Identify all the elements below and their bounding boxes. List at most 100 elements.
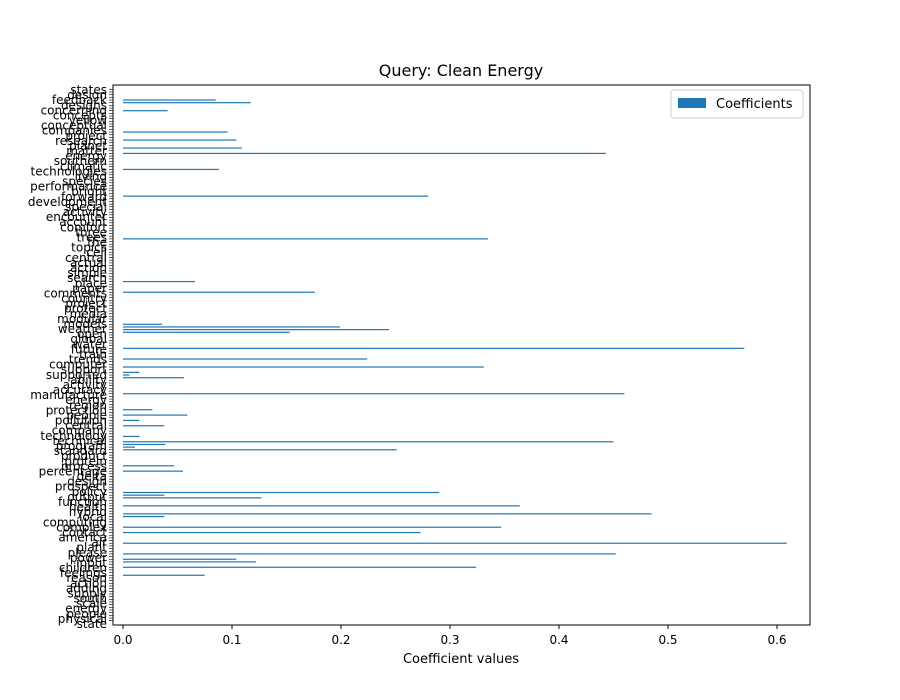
y-tick-label: designs bbox=[61, 98, 107, 112]
y-tick-label: process bbox=[61, 459, 107, 473]
y-tick-label: simple bbox=[67, 266, 107, 280]
y-tick-label: trends bbox=[69, 353, 107, 367]
y-tick-label: delta bbox=[77, 470, 107, 484]
y-tick-label: living bbox=[75, 169, 107, 183]
y-tick-label: people bbox=[66, 408, 107, 422]
y-tick-label: activity bbox=[63, 378, 107, 392]
y-tick-label: weather bbox=[58, 322, 107, 336]
y-tick-label: climatic bbox=[60, 159, 107, 173]
bar bbox=[123, 152, 606, 155]
y-tick-label: protect bbox=[64, 302, 107, 316]
bar bbox=[123, 326, 340, 328]
y-tick-label: action bbox=[70, 576, 107, 590]
bar bbox=[123, 566, 477, 568]
y-tick-label: concerning bbox=[41, 103, 107, 117]
x-tick-label: 0.1 bbox=[222, 633, 241, 647]
y-tick-label: actual bbox=[70, 256, 107, 270]
bar bbox=[123, 497, 262, 499]
bar bbox=[123, 195, 429, 197]
y-tick-label: place bbox=[75, 276, 107, 290]
bar bbox=[123, 425, 165, 427]
y-tick-label: function bbox=[58, 495, 107, 509]
y-tick-label: design bbox=[67, 88, 107, 102]
y-tick-label: standard bbox=[54, 444, 107, 458]
y-tick-label: accuracy bbox=[53, 383, 107, 397]
y-tick-label: southern bbox=[54, 154, 107, 168]
y-tick-label: water bbox=[73, 337, 107, 351]
y-tick-label: the bbox=[87, 236, 107, 250]
bar bbox=[123, 526, 502, 528]
bar bbox=[123, 449, 397, 451]
x-tick-label: 0.3 bbox=[440, 633, 459, 647]
x-axis-label: Coefficient values bbox=[403, 652, 519, 667]
y-tick-label: three bbox=[75, 225, 107, 239]
bar bbox=[123, 291, 315, 293]
y-tick-label: america bbox=[58, 531, 107, 545]
bar bbox=[123, 513, 652, 515]
bar bbox=[123, 347, 745, 349]
y-tick-label: ability bbox=[70, 373, 107, 387]
bar bbox=[123, 561, 256, 563]
y-tick-label: south bbox=[73, 592, 107, 606]
y-tick-labels: statesdesignfeedbackdesignsconcerningcon… bbox=[28, 83, 113, 631]
y-tick-label: encounter bbox=[46, 210, 107, 224]
y-tick-label: account bbox=[59, 215, 107, 229]
y-tick-label: comfort bbox=[60, 220, 107, 234]
bar bbox=[123, 435, 140, 438]
y-tick-label: states bbox=[70, 83, 107, 97]
y-tick-label: input bbox=[76, 556, 107, 570]
y-tick-label: output bbox=[67, 490, 107, 504]
y-tick-label: pollution bbox=[55, 414, 107, 428]
y-tick-label: region bbox=[69, 398, 107, 412]
x-tick-label: 0.0 bbox=[113, 633, 132, 647]
y-tick-label: central bbox=[65, 419, 107, 433]
y-tick-label: local bbox=[79, 510, 107, 524]
bar bbox=[123, 558, 237, 560]
y-tick-label: protein bbox=[64, 454, 107, 468]
y-tick-label: hybrid bbox=[69, 505, 107, 519]
bar bbox=[123, 419, 140, 422]
y-tick-label: research bbox=[55, 134, 107, 148]
bar bbox=[123, 465, 175, 467]
y-tick-label: company bbox=[52, 424, 107, 438]
legend-frame bbox=[670, 89, 804, 119]
y-tick-label: feedback bbox=[52, 93, 107, 107]
bar bbox=[123, 371, 140, 373]
y-tick-label: trees bbox=[77, 230, 107, 244]
bar bbox=[123, 443, 166, 446]
y-tick-label: reason bbox=[66, 571, 107, 585]
bar bbox=[123, 441, 614, 443]
y-tick-label: topics bbox=[71, 241, 107, 255]
x-tick-label: 0.2 bbox=[331, 633, 350, 647]
y-tick-label: physical bbox=[58, 612, 107, 626]
bar bbox=[123, 374, 130, 376]
y-tick-label: plant bbox=[76, 541, 107, 555]
y-tick-label: development bbox=[28, 195, 107, 209]
y-tick-label: protection bbox=[46, 403, 107, 417]
y-tick-label: health bbox=[69, 500, 107, 514]
y-tick-label: feelings bbox=[60, 566, 107, 580]
bar bbox=[123, 99, 216, 101]
bar bbox=[123, 414, 188, 416]
y-tick-label: activity bbox=[63, 205, 107, 219]
y-tick-label: support bbox=[61, 363, 107, 377]
bar bbox=[123, 574, 205, 576]
y-tick-label: media bbox=[70, 307, 107, 321]
y-tick-label: please bbox=[68, 546, 107, 560]
y-tick-label: power bbox=[70, 551, 107, 565]
y-tick-label: open bbox=[77, 327, 107, 341]
x-axis-ticks: 0.0 0.1 0.2 0.3 0.4 0.5 0.6 bbox=[113, 625, 787, 647]
bar bbox=[123, 147, 242, 149]
x-tick-label: 0.6 bbox=[767, 633, 786, 647]
bar bbox=[123, 280, 195, 283]
bar bbox=[123, 446, 135, 448]
bar bbox=[123, 168, 219, 171]
bar bbox=[123, 531, 421, 534]
x-tick-label: 0.5 bbox=[658, 633, 677, 647]
legend-swatch bbox=[678, 98, 706, 108]
bar bbox=[123, 505, 520, 507]
y-tick-label: supply bbox=[67, 586, 107, 600]
y-tick-label: percentage bbox=[39, 464, 107, 478]
y-tick-label: modular bbox=[57, 312, 107, 326]
